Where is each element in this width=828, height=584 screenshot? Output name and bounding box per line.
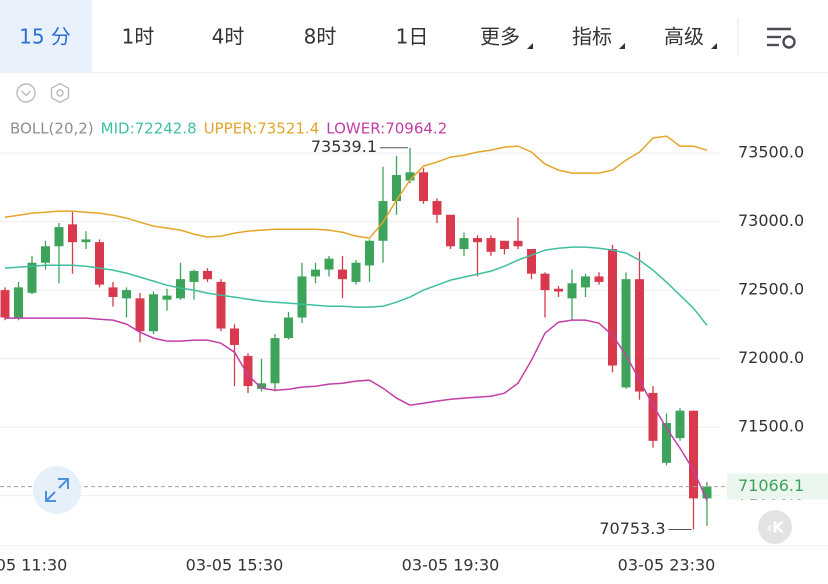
candle-body (648, 392, 658, 441)
candle-body (635, 279, 644, 392)
bollinger-line (4, 246, 708, 326)
bollinger-line (5, 317, 708, 501)
expand-icon (45, 478, 69, 502)
candle-body (594, 276, 604, 282)
candle-body (392, 175, 401, 202)
back-icon: ‹K (766, 519, 785, 537)
tab[interactable]: 8时 (304, 25, 337, 49)
indicator-label: LOWER:70964.2 (326, 120, 447, 138)
candle-body (351, 262, 361, 282)
candle-body (527, 249, 536, 274)
indicator-label: BOLL(20,2) (10, 120, 94, 138)
candle-body (108, 287, 118, 297)
high-marker-label: 73539.1 (311, 137, 377, 156)
candle-body (14, 287, 23, 318)
candle-body (284, 317, 293, 339)
low-marker-label: 70753.3 (599, 519, 665, 538)
hexagon-icon[interactable] (50, 82, 70, 104)
candle-body (446, 214, 455, 247)
y-tick-label: 73000.0 (738, 211, 804, 230)
tab[interactable]: 4时 (212, 25, 245, 49)
dropdown-caret (619, 43, 625, 49)
candle-body (203, 270, 212, 280)
candle-body (27, 262, 37, 293)
candle-body (608, 249, 617, 366)
candle-body (95, 242, 104, 285)
x-tick-label: 03-05 19:30 (402, 556, 500, 575)
tab[interactable]: 1日 (396, 25, 429, 49)
candle-body (702, 486, 712, 499)
candle-body (216, 281, 226, 329)
tab[interactable]: 15 分 (19, 25, 71, 49)
tab[interactable]: 1时 (122, 25, 155, 49)
tab[interactable]: 更多 (480, 25, 520, 49)
bollinger-line (4, 135, 708, 239)
candle-body (405, 172, 415, 181)
candle-body (567, 283, 577, 299)
candle-body (270, 338, 280, 384)
candle-body (500, 240, 509, 250)
candle-body (324, 258, 334, 270)
candle-body (540, 273, 550, 291)
candle-body (230, 328, 239, 345)
candle-body (473, 238, 482, 243)
y-tick-label: 73500.0 (738, 143, 804, 162)
candle-body (0, 290, 10, 318)
candle-body (419, 172, 428, 202)
dropdown-caret (527, 43, 533, 49)
expand-button[interactable] (33, 466, 81, 514)
current-price-box (727, 473, 828, 500)
y-tick-label: 71500.0 (738, 417, 804, 436)
candle-body (675, 410, 685, 439)
candle-body (513, 240, 523, 247)
candle-body (338, 269, 347, 280)
candle-body (122, 290, 131, 299)
dropdown-caret (711, 43, 717, 49)
candle-body (621, 279, 631, 388)
candle-body (257, 383, 266, 389)
hexagon-dot (56, 89, 64, 97)
collapse-icon[interactable] (16, 83, 36, 103)
y-tick-label: 72000.0 (738, 348, 804, 367)
indicator-label: UPPER:73521.4 (204, 120, 320, 138)
candle-body (54, 227, 64, 247)
candle-body (311, 269, 320, 277)
candle-body (162, 295, 172, 300)
candle-body (135, 298, 145, 332)
candle-body (41, 246, 50, 263)
candle-body (689, 410, 698, 499)
indicator-label: MID:72242.8 (101, 120, 197, 138)
overlay: ‹K (33, 466, 792, 544)
candle-body (365, 240, 374, 266)
tab-selected-bg (0, 0, 92, 72)
x-tick-label: 03-05 23:30 (618, 556, 716, 575)
candle-body (432, 201, 442, 215)
candle-body (243, 355, 253, 387)
x-tick-label: 03-05 15:30 (186, 556, 284, 575)
candle-body (189, 270, 199, 282)
x-tick-label: 03-05 11:30 (0, 556, 67, 575)
candle-body (68, 224, 77, 243)
candle-body (486, 238, 496, 252)
candle-body (554, 288, 563, 292)
candle-body (297, 276, 307, 318)
back-button[interactable] (758, 510, 792, 544)
candle-body (581, 276, 590, 288)
y-tick-label: 72500.0 (738, 280, 804, 299)
candle-body (459, 238, 469, 250)
tab[interactable]: 指标 (572, 25, 612, 49)
candle-body (81, 239, 91, 243)
candle-body (662, 423, 671, 463)
settings-icon[interactable] (767, 27, 796, 49)
candle-body (149, 294, 158, 332)
tab[interactable]: 高级 (664, 25, 704, 49)
current-price-label: 71066.1 (738, 476, 804, 495)
